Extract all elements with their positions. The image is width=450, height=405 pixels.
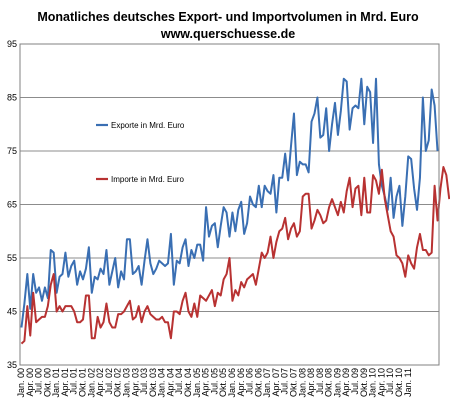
x-tick-label: Jan. 01	[51, 368, 61, 398]
x-tick-label: Jul. 03	[139, 368, 149, 395]
x-tick-label: Okt. 10	[394, 368, 404, 397]
x-tick-label: Apr. 02	[95, 368, 105, 397]
x-tick-label: Apr. 08	[306, 368, 316, 397]
x-tick-label: Okt. 05	[218, 368, 228, 397]
x-tick-label: Okt. 01	[78, 368, 88, 397]
legend-label-importe: Importe in Mrd. Euro	[111, 175, 184, 184]
x-tick-label: Jan. 09	[332, 368, 342, 398]
x-tick-label: Jan. 05	[192, 368, 202, 398]
x-tick-label: Jul. 09	[350, 368, 360, 395]
y-tick-label: 45	[7, 307, 17, 317]
x-tick-label: Jul. 06	[245, 368, 255, 395]
x-tick-label: Jan. 06	[227, 368, 237, 398]
x-tick-label: Apr. 05	[201, 368, 211, 397]
x-tick-label: Jan. 03	[121, 368, 131, 398]
x-tick-label: Jan. 02	[86, 368, 96, 398]
x-tick-label: Okt. 00	[42, 368, 52, 397]
x-tick-label: Jan. 11	[403, 368, 413, 397]
x-tick-label: Apr. 00	[25, 368, 35, 397]
x-tick-label: Jul. 07	[280, 368, 290, 395]
y-axis-ticks: 35 45 55 65 75 85 95	[7, 39, 17, 370]
series-lines	[20, 77, 450, 345]
x-tick-label: Okt. 09	[359, 368, 369, 397]
x-tick-label: Okt. 03	[148, 368, 158, 397]
x-tick-label: Jan. 07	[262, 368, 272, 398]
x-tick-label: Apr. 04	[165, 368, 175, 397]
legend: Exporte in Mrd. Euro Importe in Mrd. Eur…	[96, 121, 185, 184]
x-tick-label: Okt. 07	[288, 368, 298, 397]
y-tick-label: 75	[7, 146, 17, 156]
x-tick-label: Jul. 05	[209, 368, 219, 395]
x-tick-label: Jan. 10	[368, 368, 378, 398]
series-line-importe	[20, 166, 450, 345]
x-tick-label: Okt. 08	[324, 368, 334, 397]
x-tick-label: Jul. 02	[104, 368, 114, 395]
x-tick-label: Apr. 01	[60, 368, 70, 397]
chart-title: Monatliches deutsches Export- und Import…	[37, 10, 419, 24]
x-tick-label: Jul. 01	[69, 368, 79, 395]
series-line-exporte	[20, 77, 439, 328]
y-tick-label: 65	[7, 200, 17, 210]
y-tick-label: 95	[7, 39, 17, 49]
x-tick-label: Apr. 07	[271, 368, 281, 397]
x-tick-label: Apr. 03	[130, 368, 140, 397]
x-tick-label: Jul. 04	[174, 368, 184, 395]
y-tick-label: 35	[7, 360, 17, 370]
legend-label-exporte: Exporte in Mrd. Euro	[111, 121, 185, 130]
x-tick-label: Okt. 02	[113, 368, 123, 397]
x-tick-label: Jul. 00	[34, 368, 44, 395]
y-tick-label: 85	[7, 93, 17, 103]
x-tick-label: Jan. 08	[297, 368, 307, 398]
plot-frame	[19, 43, 440, 366]
x-tick-label: Apr. 09	[341, 368, 351, 397]
x-tick-label: Jul. 10	[385, 368, 395, 395]
x-tick-label: Jan. 00	[16, 368, 26, 398]
x-tick-label: Jul. 08	[315, 368, 325, 395]
x-tick-label: Okt. 04	[183, 368, 193, 397]
x-tick-label: Jan. 04	[157, 368, 167, 398]
y-tick-label: 55	[7, 253, 17, 263]
x-tick-label: Okt. 06	[253, 368, 263, 397]
x-tick-label: Apr. 06	[236, 368, 246, 397]
x-tick-label: Apr. 10	[376, 368, 386, 397]
chart-subtitle: www.querschuesse.de	[160, 27, 295, 41]
